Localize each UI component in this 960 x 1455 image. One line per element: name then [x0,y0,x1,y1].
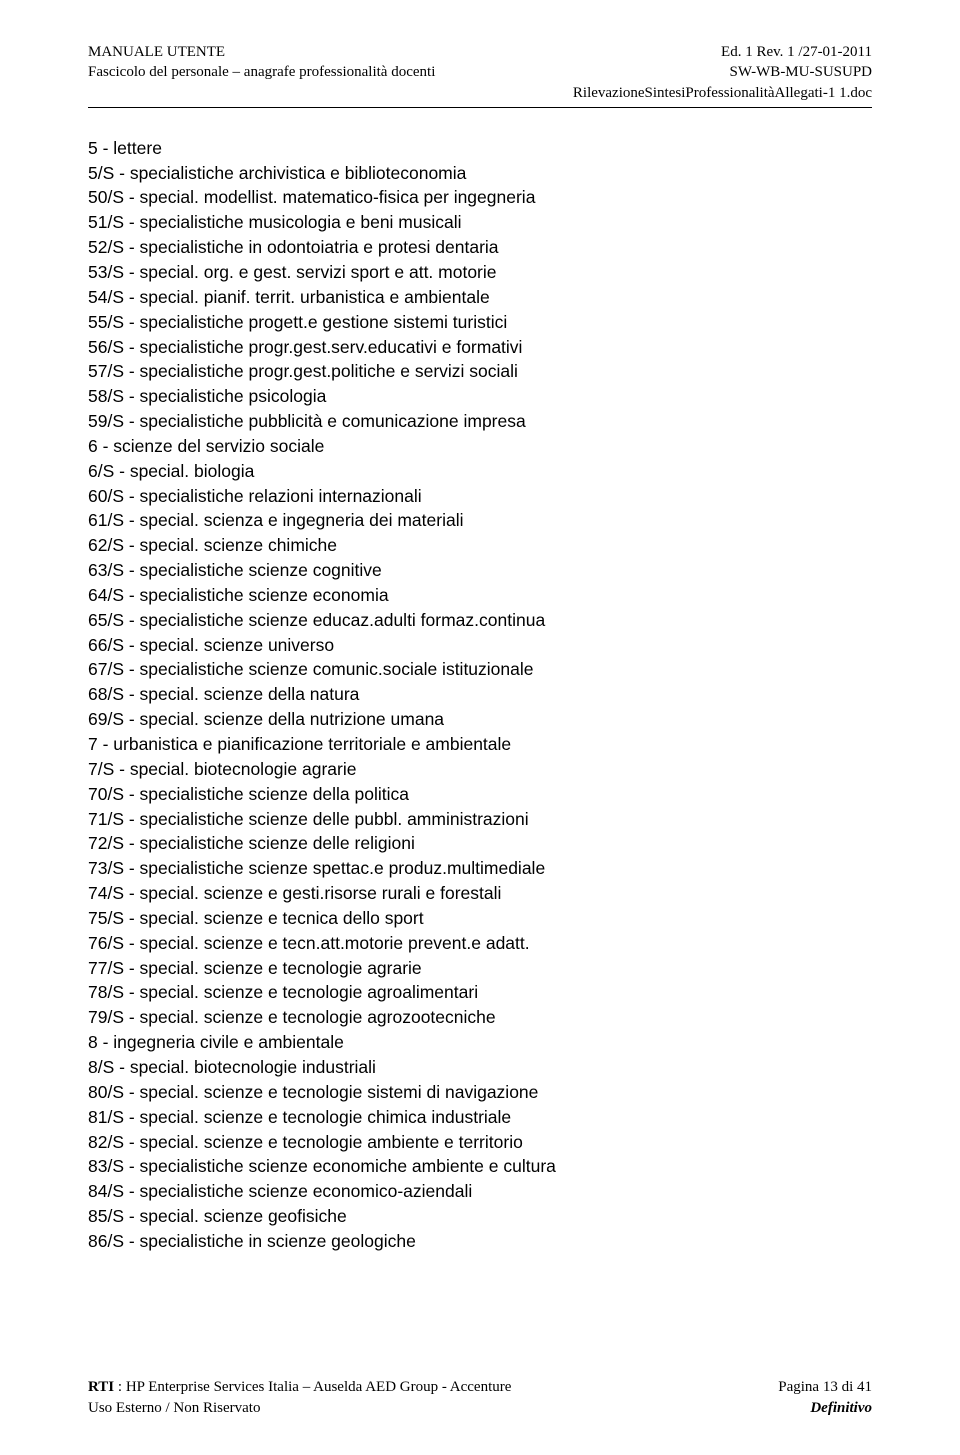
list-line: 61/S - special. scienza e ingegneria dei… [88,508,872,533]
list-line: 85/S - special. scienze geofisiche [88,1204,872,1229]
list-line: 78/S - special. scienze e tecnologie agr… [88,980,872,1005]
list-line: 77/S - special. scienze e tecnologie agr… [88,956,872,981]
list-line: 53/S - special. org. e gest. servizi spo… [88,260,872,285]
footer-page: Pagina 13 di 41 [778,1379,872,1396]
list-line: 60/S - specialistiche relazioni internaz… [88,484,872,509]
list-line: 76/S - special. scienze e tecn.att.motor… [88,931,872,956]
list-line: 72/S - specialistiche scienze delle reli… [88,831,872,856]
list-line: 86/S - specialistiche in scienze geologi… [88,1229,872,1254]
content-list: 5 - lettere5/S - specialistiche archivis… [88,136,872,1254]
list-line: 82/S - special. scienze e tecnologie amb… [88,1130,872,1155]
footer-definitivo: Definitivo [810,1400,872,1417]
list-line: 8 - ingegneria civile e ambientale [88,1030,872,1055]
list-line: 6/S - special. biologia [88,459,872,484]
list-line: 81/S - special. scienze e tecnologie chi… [88,1105,872,1130]
footer-rti-text: : HP Enterprise Services Italia – Auseld… [114,1379,511,1395]
list-line: 68/S - special. scienze della natura [88,682,872,707]
footer-use: Uso Esterno / Non Riservato [88,1400,260,1417]
list-line: 65/S - specialistiche scienze educaz.adu… [88,608,872,633]
list-line: 80/S - special. scienze e tecnologie sis… [88,1080,872,1105]
list-line: 7 - urbanistica e pianificazione territo… [88,732,872,757]
page-header: MANUALE UTENTE Fascicolo del personale –… [88,42,872,103]
list-line: 56/S - specialistiche progr.gest.serv.ed… [88,335,872,360]
list-line: 79/S - special. scienze e tecnologie agr… [88,1005,872,1030]
document-page: MANUALE UTENTE Fascicolo del personale –… [0,0,960,1455]
list-line: 6 - scienze del servizio sociale [88,434,872,459]
list-line: 75/S - special. scienze e tecnica dello … [88,906,872,931]
footer-rti: RTI : HP Enterprise Services Italia – Au… [88,1379,511,1396]
list-line: 54/S - special. pianif. territ. urbanist… [88,285,872,310]
list-line: 50/S - special. modellist. matematico-fi… [88,185,872,210]
list-line: 73/S - specialistiche scienze spettac.e … [88,856,872,881]
header-edition: Ed. 1 Rev. 1 /27-01-2011 [573,42,872,62]
list-line: 71/S - specialistiche scienze delle pubb… [88,807,872,832]
footer-line-1: RTI : HP Enterprise Services Italia – Au… [88,1379,872,1396]
list-line: 74/S - special. scienze e gesti.risorse … [88,881,872,906]
header-left: MANUALE UTENTE Fascicolo del personale –… [88,42,435,103]
list-line: 55/S - specialistiche progett.e gestione… [88,310,872,335]
list-line: 83/S - specialistiche scienze economiche… [88,1154,872,1179]
list-line: 58/S - specialistiche psicologia [88,384,872,409]
list-line: 8/S - special. biotecnologie industriali [88,1055,872,1080]
list-line: 70/S - specialistiche scienze della poli… [88,782,872,807]
header-title: MANUALE UTENTE [88,42,435,62]
list-line: 57/S - specialistiche progr.gest.politic… [88,359,872,384]
list-line: 5 - lettere [88,136,872,161]
header-right: Ed. 1 Rev. 1 /27-01-2011 SW-WB-MU-SUSUPD… [573,42,872,103]
list-line: 59/S - specialistiche pubblicità e comun… [88,409,872,434]
header-code: SW-WB-MU-SUSUPD [573,62,872,82]
header-filename: RilevazioneSintesiProfessionalitàAllegat… [573,83,872,103]
list-line: 66/S - special. scienze universo [88,633,872,658]
header-divider [88,107,872,108]
list-line: 67/S - specialistiche scienze comunic.so… [88,657,872,682]
list-line: 84/S - specialistiche scienze economico-… [88,1179,872,1204]
page-footer: RTI : HP Enterprise Services Italia – Au… [88,1379,872,1417]
footer-rti-label: RTI [88,1379,114,1395]
list-line: 5/S - specialistiche archivistica e bibl… [88,161,872,186]
list-line: 51/S - specialistiche musicologia e beni… [88,210,872,235]
list-line: 62/S - special. scienze chimiche [88,533,872,558]
list-line: 7/S - special. biotecnologie agrarie [88,757,872,782]
list-line: 52/S - specialistiche in odontoiatria e … [88,235,872,260]
header-subtitle: Fascicolo del personale – anagrafe profe… [88,62,435,82]
list-line: 64/S - specialistiche scienze economia [88,583,872,608]
list-line: 63/S - specialistiche scienze cognitive [88,558,872,583]
list-line: 69/S - special. scienze della nutrizione… [88,707,872,732]
footer-line-2: Uso Esterno / Non Riservato Definitivo [88,1400,872,1417]
